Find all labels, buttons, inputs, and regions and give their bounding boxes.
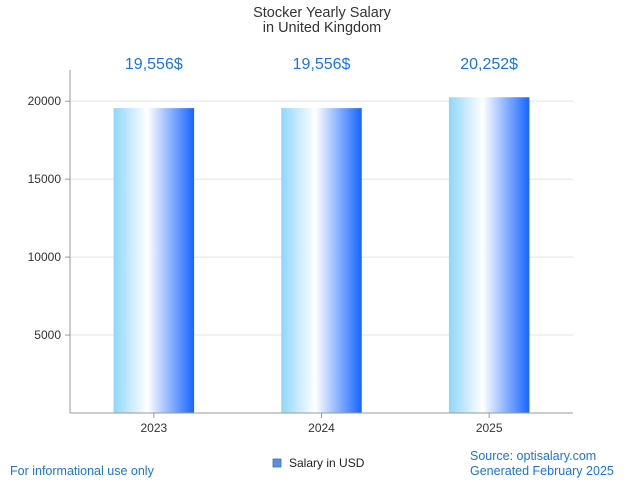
data-labels: 19,556$ 19,556$ 20,252$ [125, 56, 518, 73]
y-tick-label: 5000 [34, 328, 61, 342]
data-label-2023: 19,556$ [125, 56, 183, 73]
footer-disclaimer: For informational use only [10, 464, 155, 478]
x-tick-label: 2025 [476, 421, 503, 435]
legend-swatch [272, 458, 282, 468]
x-tick-label: 2024 [308, 421, 335, 435]
x-tick-label: 2023 [140, 421, 167, 435]
data-label-2025: 20,252$ [460, 56, 518, 73]
legend-label: Salary in USD [289, 456, 365, 470]
x-axis-ticks: 2023 2024 2025 [140, 413, 503, 435]
bars [113, 97, 530, 414]
bar-2024 [281, 108, 362, 413]
y-tick-label: 15000 [28, 172, 62, 186]
bar-2025 [448, 97, 530, 414]
chart-title-line-1: Stocker Yearly Salary [253, 5, 392, 21]
chart-title-line-2: in United Kingdom [263, 20, 382, 36]
data-label-2024: 19,556$ [293, 56, 351, 73]
footer-generated: Generated February 2025 [470, 464, 614, 478]
legend: Salary in USD [272, 456, 365, 470]
y-tick-label: 10000 [28, 250, 62, 264]
y-axis-ticks: 5000 10000 15000 20000 [28, 94, 70, 342]
bar-2023 [113, 108, 195, 413]
y-tick-label: 20000 [28, 94, 62, 108]
footer-source: Source: optisalary.com [470, 449, 596, 463]
